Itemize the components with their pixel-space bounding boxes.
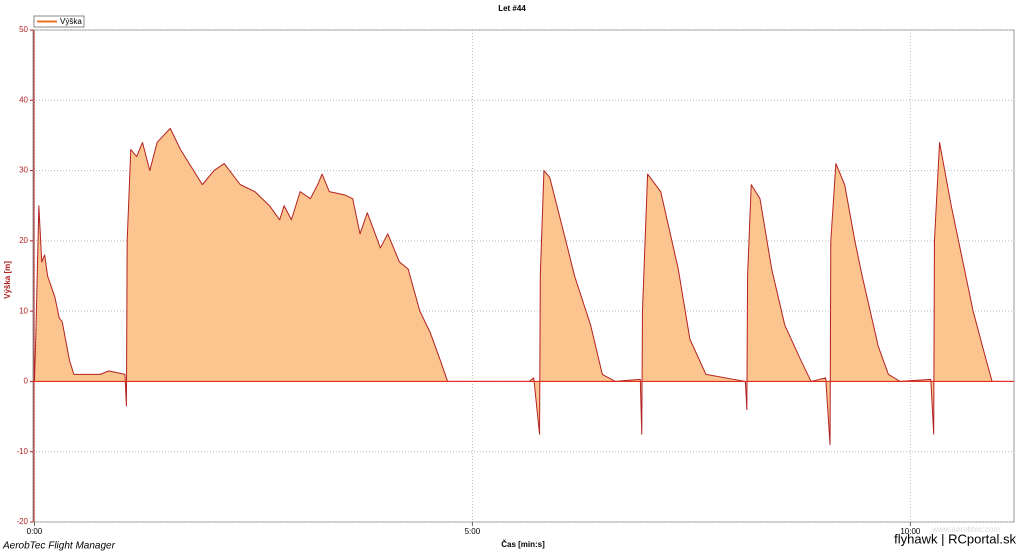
y-axis-label: Výška [m] xyxy=(3,261,12,299)
y-tick-label: 30 xyxy=(19,166,28,175)
x-tick-label: 5:00 xyxy=(465,527,481,536)
legend-box xyxy=(33,15,85,28)
y-tick-label: 20 xyxy=(19,236,28,245)
y-tick-label: -10 xyxy=(16,447,28,456)
footer-right: flyhawk | RCportal.sk xyxy=(894,531,1016,546)
x-axis-label: Čas [min:s] xyxy=(501,540,545,549)
y-tick-label: 0 xyxy=(24,377,29,386)
legend: Výška xyxy=(33,15,85,28)
y-tick-label: 50 xyxy=(19,25,28,34)
chart-title: Let #44 xyxy=(498,4,526,13)
watermark: www.aerobtec.com xyxy=(931,525,1000,534)
area xyxy=(33,127,1013,446)
x-tick-label: 10:00 xyxy=(900,527,921,536)
x-tick-label: 0:00 xyxy=(27,527,43,536)
footer-left: AerobTec Flight Manager xyxy=(2,541,116,552)
legend-label: Výška xyxy=(60,17,82,26)
y-tick-label: 40 xyxy=(19,95,28,104)
y-tick-label: 10 xyxy=(19,306,28,315)
y-tick-label: -20 xyxy=(16,517,28,526)
